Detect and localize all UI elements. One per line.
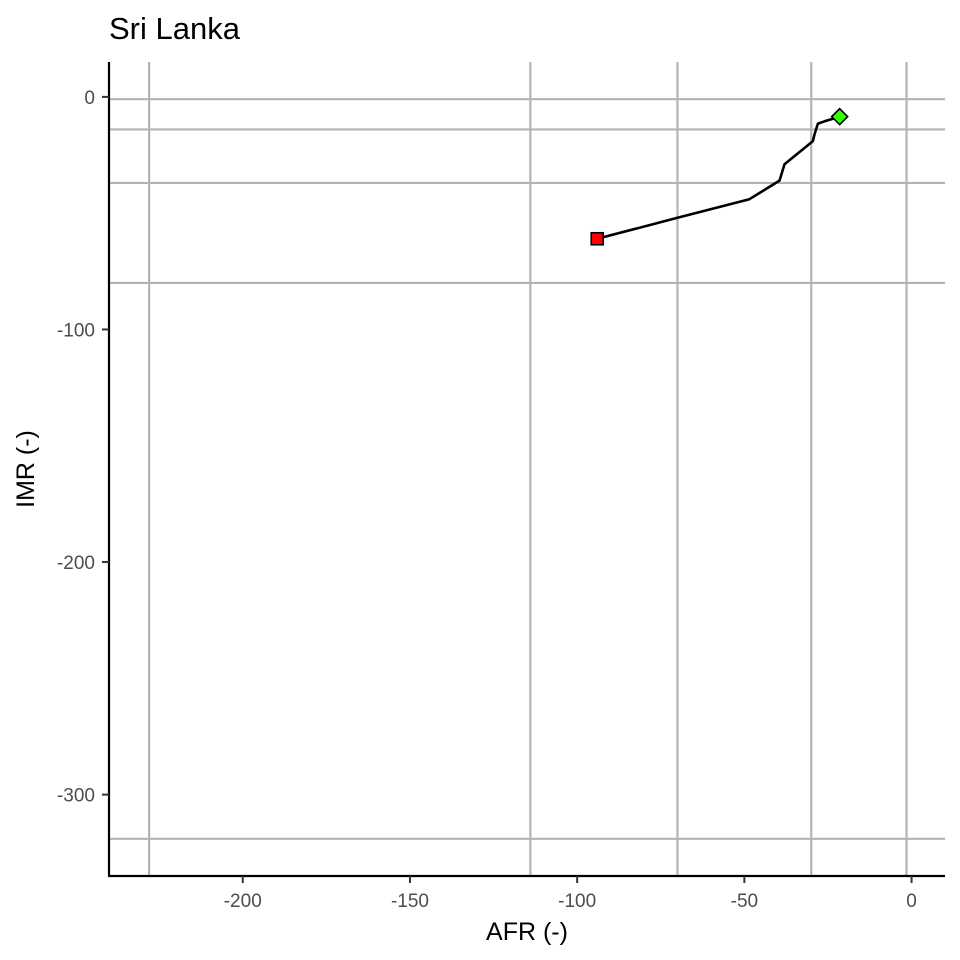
series-layer [590, 107, 849, 246]
x-axis-title: AFR (-) [486, 918, 568, 946]
y-axis-title: IMR (-) [12, 430, 40, 508]
y-tick-label: -300 [57, 786, 95, 807]
y-tick-label: 0 [84, 88, 95, 109]
chart-title: Sri Lanka [109, 11, 241, 46]
end-marker [830, 107, 849, 126]
y-tick-label: -200 [57, 553, 95, 574]
x-tick-label: -50 [731, 891, 758, 912]
x-tick-label: -200 [224, 891, 262, 912]
x-tick-label: -100 [558, 891, 596, 912]
series-line [596, 115, 841, 241]
x-tick-label: -150 [391, 891, 429, 912]
start-marker [590, 231, 605, 246]
x-ticks: -200 -150 -100 -50 0 [224, 876, 917, 912]
y-ticks: 0 -100 -200 -300 [57, 88, 109, 807]
x-tick-label: 0 [906, 891, 917, 912]
axes [107, 62, 945, 878]
grid [109, 62, 945, 876]
y-tick-label: -100 [57, 320, 95, 341]
